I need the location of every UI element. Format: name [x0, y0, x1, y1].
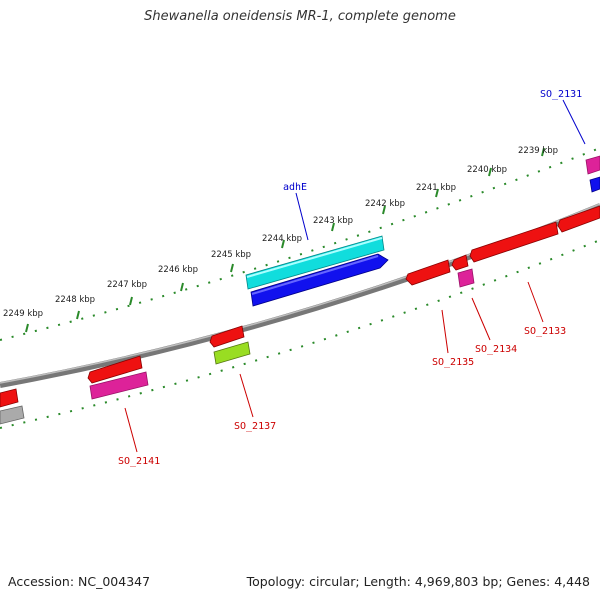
feature-highlight: [246, 237, 383, 278]
ruler-label: 2247 kbp: [107, 280, 147, 290]
ruler-label: 2243 kbp: [313, 216, 353, 226]
ruler-labels: 2239 kbp 2240 kbp 2241 kbp 2242 kbp 2243…: [3, 146, 558, 319]
gene-so2141-magenta-feature[interactable]: [89, 371, 149, 400]
gene-so2133-feature[interactable]: [469, 221, 559, 263]
gene-label-so2141[interactable]: SO_2141: [118, 456, 160, 467]
gene-label-so2133[interactable]: SO_2133: [524, 326, 566, 337]
gene-so2135-feature[interactable]: [405, 259, 451, 286]
gene-so2137-red-feature[interactable]: [209, 325, 245, 348]
genome-backbone-highlight: [0, 203, 600, 384]
feature-highlight: [251, 255, 379, 295]
gene-label-so2134[interactable]: SO_2134: [475, 344, 517, 355]
ruler-label: 2240 kbp: [467, 165, 507, 175]
genome-summary-text: Topology: circular; Length: 4,969,803 bp…: [246, 574, 590, 589]
gene-adhE-blue-feature[interactable]: [250, 253, 389, 307]
ruler-label: 2245 kbp: [211, 250, 251, 260]
gene-adhE-cyan-feature[interactable]: [245, 235, 385, 290]
ruler-label: 2244 kbp: [262, 234, 302, 244]
gene-so2131-blue-feature[interactable]: [589, 176, 600, 193]
ruler-label: 2242 kbp: [365, 199, 405, 209]
gene-so2133b-feature[interactable]: [557, 205, 600, 233]
gene-so2131-feature[interactable]: [585, 155, 600, 175]
gene-label-so2137[interactable]: SO_2137: [234, 421, 276, 432]
major-ticks: [25, 147, 545, 333]
reverse-features: [0, 205, 600, 425]
gene-so2134-magenta-feature[interactable]: [457, 268, 475, 288]
label-leaders: [124, 99, 586, 453]
gene-left-gray-feature[interactable]: [0, 405, 25, 425]
map-title: Shewanella oneidensis MR-1, complete gen…: [144, 9, 456, 24]
gene-so2141-red-feature[interactable]: [87, 355, 143, 384]
ruler-label: 2241 kbp: [416, 183, 456, 193]
gene-so2134-red-feature[interactable]: [451, 254, 469, 271]
ruler-label: 2246 kbp: [158, 265, 198, 275]
gene-so2137-lime-feature[interactable]: [213, 341, 251, 365]
gene-labels: SO_2131 adhE SO_2133 SO_2134 SO_2135 SO_…: [118, 89, 582, 467]
ruler-label: 2249 kbp: [3, 309, 43, 319]
gene-label-so2131[interactable]: SO_2131: [540, 89, 582, 100]
forward-features: [245, 155, 600, 307]
gene-label-so2135[interactable]: SO_2135: [432, 357, 474, 368]
gene-left-red-feature[interactable]: [0, 388, 19, 408]
accession-text: Accession: NC_004347: [8, 574, 151, 589]
gene-label-adhE[interactable]: adhE: [283, 182, 307, 193]
ruler-label: 2248 kbp: [55, 295, 95, 305]
ruler-label: 2239 kbp: [518, 146, 558, 156]
